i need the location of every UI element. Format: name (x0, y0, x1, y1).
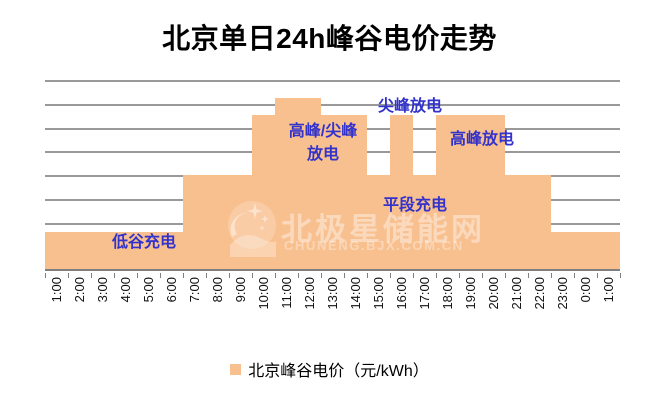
x-axis-label: 13:00 (325, 277, 340, 310)
price-bar (367, 175, 390, 269)
annotation-peak-sharp-discharge: 高峰/尖峰放电 (279, 120, 367, 166)
x-axis-label: 8:00 (210, 277, 225, 303)
annotation-line2: 放电 (306, 146, 339, 163)
price-bar (390, 115, 413, 269)
gridline (45, 103, 620, 106)
price-bar (91, 232, 114, 269)
x-axis-label: 14:00 (348, 277, 363, 310)
price-bar (551, 232, 574, 269)
plot-area (45, 80, 620, 271)
x-axis-label: 2:00 (72, 277, 87, 303)
x-axis-label: 3:00 (95, 277, 110, 303)
x-axis-label: 11:00 (279, 277, 294, 309)
x-axis-label: 22:00 (532, 277, 547, 310)
price-bar (436, 115, 459, 269)
x-axis-label: 10:00 (256, 277, 271, 310)
price-bar (252, 115, 275, 269)
annotation-flat-charge: 平段充电 (383, 197, 448, 214)
x-axis-label: 18:00 (440, 277, 455, 310)
bar-series (45, 81, 620, 269)
x-axis-label: 5:00 (141, 277, 156, 303)
x-axis-label: 20:00 (486, 277, 501, 310)
x-axis-label: 7:00 (187, 277, 202, 303)
x-axis-label: 1:00 (49, 277, 64, 303)
price-bar (160, 232, 183, 269)
price-bar (114, 232, 137, 269)
x-axis-label: 21:00 (509, 277, 524, 310)
x-axis-label: 9:00 (233, 277, 248, 303)
legend: 北京峰谷电价（元/kWh） (0, 357, 659, 381)
price-bar (459, 115, 482, 269)
legend-swatch-icon (230, 363, 242, 375)
chart-title: 北京单日24h峰谷电价走势 (162, 23, 497, 54)
price-bar (321, 115, 344, 269)
x-axis-label: 17:00 (417, 277, 432, 310)
x-axis-label: 23:00 (555, 277, 570, 310)
x-axis-label: 0:00 (578, 277, 593, 303)
x-axis-label: 16:00 (394, 277, 409, 310)
price-bar (206, 175, 229, 269)
price-bar (574, 232, 597, 269)
price-bar (45, 232, 68, 269)
price-bar (298, 98, 321, 269)
x-axis-label: 19:00 (463, 277, 478, 310)
price-bar (482, 115, 505, 269)
price-bar (344, 115, 367, 269)
price-bar (275, 98, 298, 269)
x-axis-label: 4:00 (118, 277, 133, 303)
price-bar (528, 175, 551, 269)
x-axis-ticks (45, 273, 621, 278)
price-bar (505, 175, 528, 269)
x-axis-label: 6:00 (164, 277, 179, 303)
price-bar (229, 175, 252, 269)
annotation-sharp-discharge: 尖峰放电 (378, 98, 443, 115)
price-bar (68, 232, 91, 269)
x-axis-label: 12:00 (302, 277, 317, 310)
legend-label: 北京峰谷电价（元/kWh） (248, 363, 429, 380)
price-bar (413, 175, 436, 269)
price-bar (597, 232, 620, 269)
x-axis-labels: 1:00 2:00 3:00 4:00 5:00 6:00 7:00 8:00 9:00 10:0… (45, 277, 620, 321)
annotation-valley-charge: 低谷充电 (112, 234, 177, 251)
x-axis-label: 15:00 (371, 277, 386, 310)
gridline (45, 80, 620, 82)
x-axis-label: 1:00 (601, 277, 616, 303)
price-bar (183, 175, 206, 269)
annotation-line1: 高峰/尖峰 (288, 123, 358, 140)
price-bar (137, 232, 160, 269)
annotation-peak-discharge: 高峰放电 (450, 131, 515, 148)
